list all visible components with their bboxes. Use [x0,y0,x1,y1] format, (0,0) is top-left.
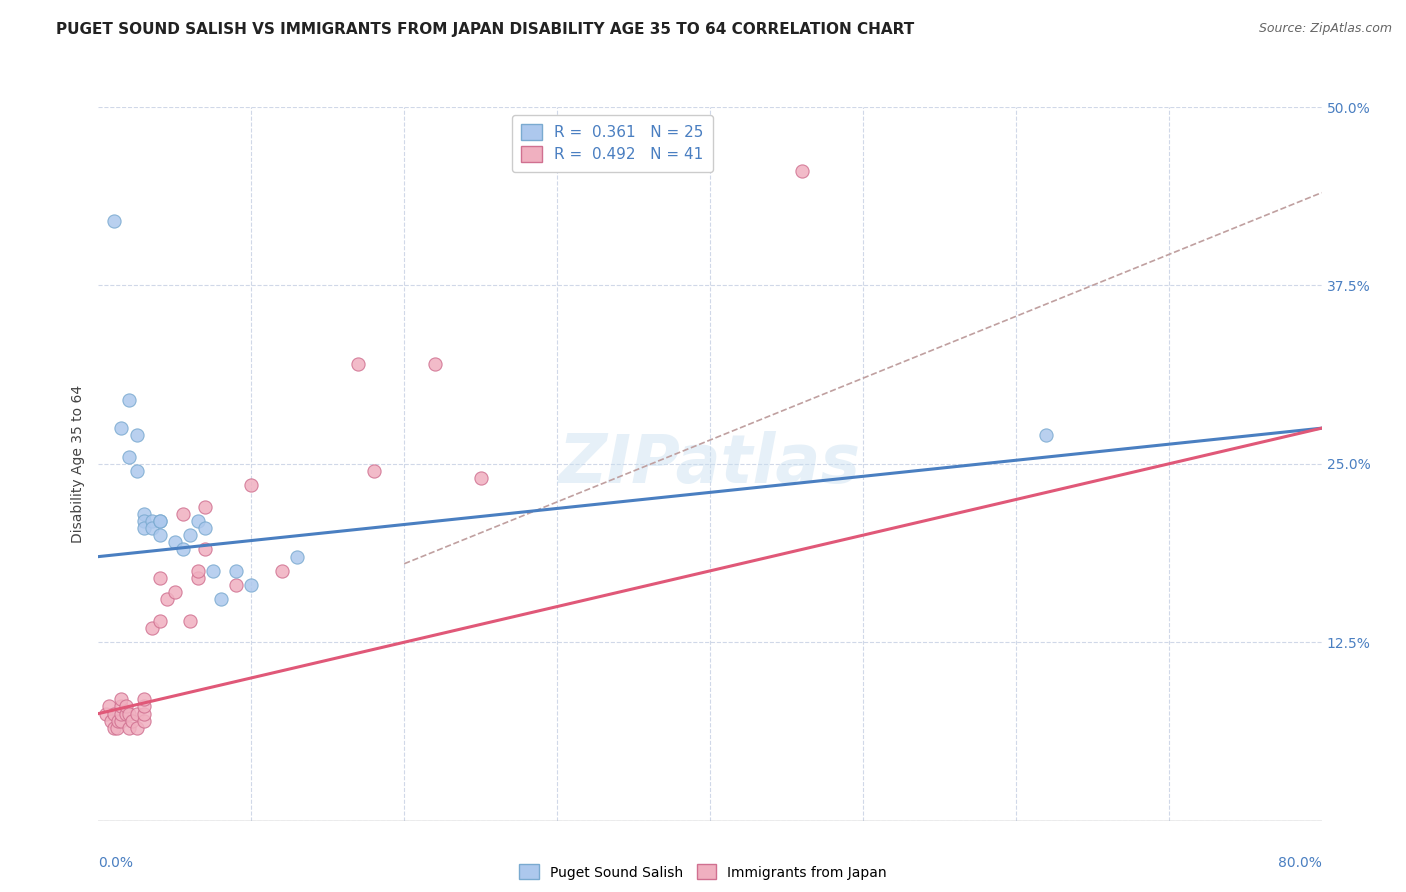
Point [134,521,156,535]
Legend: R =  0.361   N = 25, R =  0.492   N = 41: R = 0.361 N = 25, R = 0.492 N = 41 [512,115,713,171]
Point [134,706,156,721]
Point [118,706,141,721]
Text: Source: ZipAtlas.com: Source: ZipAtlas.com [1258,22,1392,36]
Point [156,592,179,607]
Point [141,514,163,528]
Point [118,450,141,464]
Point [225,578,247,592]
Point [149,571,172,585]
Point [115,699,138,714]
Point [209,592,232,607]
Point [194,521,217,535]
Point [110,714,132,728]
Point [121,714,143,728]
Point [134,507,156,521]
Point [103,214,125,228]
Point [285,549,308,564]
Point [194,542,217,557]
Point [125,721,148,735]
Point [149,514,172,528]
Point [202,564,225,578]
Point [110,421,132,435]
Point [363,464,385,478]
Point [187,564,209,578]
Point [149,514,172,528]
Point [1035,428,1057,442]
Point [125,428,148,442]
Point [149,528,172,542]
Point [98,699,121,714]
Point [172,542,194,557]
Point [94,706,117,721]
Point [110,692,132,706]
Point [105,721,128,735]
Text: PUGET SOUND SALISH VS IMMIGRANTS FROM JAPAN DISABILITY AGE 35 TO 64 CORRELATION : PUGET SOUND SALISH VS IMMIGRANTS FROM JA… [56,22,914,37]
Point [163,585,186,599]
Y-axis label: Disability Age 35 to 64: Disability Age 35 to 64 [72,384,86,543]
Point [790,164,813,178]
Point [134,692,156,706]
Point [470,471,492,485]
Point [172,507,194,521]
Point [107,714,129,728]
Point [134,514,156,528]
Point [141,521,163,535]
Point [194,500,217,514]
Point [134,714,156,728]
Point [118,721,141,735]
Point [240,578,263,592]
Legend: Puget Sound Salish, Immigrants from Japan: Puget Sound Salish, Immigrants from Japa… [513,859,893,885]
Point [163,535,186,549]
Point [103,721,125,735]
Point [423,357,446,371]
Point [134,699,156,714]
Text: ZIPatlas: ZIPatlas [560,431,860,497]
Point [110,706,132,721]
Point [187,571,209,585]
Point [103,706,125,721]
Point [118,392,141,407]
Point [149,614,172,628]
Point [125,706,148,721]
Point [115,706,138,721]
Point [270,564,292,578]
Point [125,464,148,478]
Point [187,514,209,528]
Point [141,621,163,635]
Point [110,699,132,714]
Text: 0.0%: 0.0% [98,856,134,871]
Point [347,357,370,371]
Point [179,614,201,628]
Point [179,528,201,542]
Point [240,478,263,492]
Text: 80.0%: 80.0% [1278,856,1322,871]
Point [100,714,122,728]
Point [225,564,247,578]
